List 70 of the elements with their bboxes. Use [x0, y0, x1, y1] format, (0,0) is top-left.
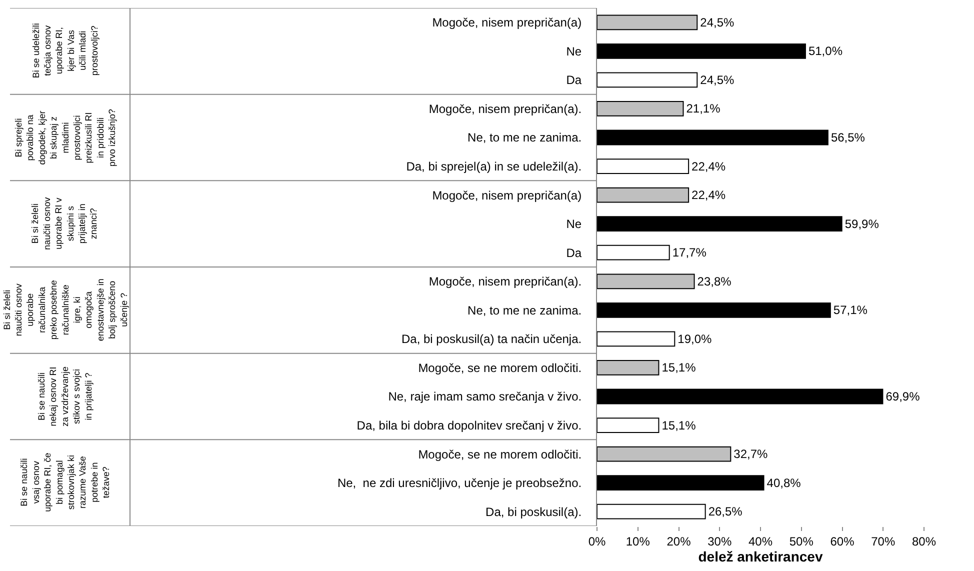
data-label: 24,5% — [700, 72, 734, 87]
text: Bi se naučili vsaj osnov uporabe RI, če bi pomagal strokovnjak ki razume Vaše potrebe in težave? — [19, 452, 112, 512]
text: Bi si želeli naučiti osnov uporabe računalnika preko posebne računalniške igre, ki omogoča enostavnejše in bolj sproščeno učenje ? — [2, 278, 129, 342]
bar — [597, 187, 690, 203]
text: Bi sprejeli povabilo na dogodek, kjer bi skupaj z mladimi prostovoljci preizkusili RI in pridobili prvo izkušnjo? — [14, 108, 118, 166]
y-tick-label: Da — [566, 73, 582, 88]
x-tick-label: 0% — [588, 534, 606, 548]
y-tick-label: Mogoče, se ne morem odločiti. — [418, 447, 582, 462]
bar — [597, 43, 806, 59]
y-tick-label: Ne, ne zdi uresničljivo, učenje je preobsežno. — [337, 476, 582, 490]
y-tick-label: Mogoče, nisem prepričan(a) — [432, 188, 582, 202]
bar — [597, 72, 698, 88]
x-tick-label: 80% — [912, 534, 936, 548]
bar — [597, 244, 670, 260]
y-tick-label: Ne — [566, 44, 582, 58]
y-tick-label: Ne — [566, 217, 582, 232]
x-tick-label: 70% — [871, 534, 896, 548]
bar — [597, 101, 684, 116]
bar — [597, 388, 884, 404]
y-tick-label: Da, bila bi dobra dopolnitev srečanj v živo. — [356, 418, 582, 432]
bar — [597, 446, 732, 462]
data-label: 22,4% — [692, 188, 726, 202]
bar — [597, 504, 706, 520]
data-label: 51,0% — [808, 44, 843, 58]
data-label: 19,0% — [678, 332, 712, 346]
data-label: 24,5% — [700, 15, 734, 30]
text: Bi si želeli naučiti osnov uporabe RI v skupini s prijatelji in znanci? — [30, 196, 99, 250]
bar — [597, 216, 842, 232]
x-tick-label: 30% — [708, 534, 732, 548]
text: Bi se naučili nekaj osnov RI za vzdrževanje stikov s svojci in prijatelji ? — [36, 366, 94, 426]
data-label: 32,7% — [734, 447, 768, 462]
data-label: 59,9% — [844, 216, 880, 231]
y-tick-label: Da, bi poskusil(a). — [486, 504, 582, 519]
x-tick-label: 10% — [626, 534, 650, 548]
y-tick-label: Da — [566, 246, 582, 260]
data-label: 57,1% — [833, 303, 868, 318]
x-tick-label: 40% — [748, 534, 773, 548]
y-tick-label: Mogoče, se ne morem odločiti. — [418, 360, 582, 375]
y-tick-label: Mogoče, nisem prepričan(a). — [428, 274, 582, 289]
bar — [597, 331, 676, 347]
data-label: 56,5% — [830, 130, 866, 144]
bar — [597, 158, 690, 174]
data-label: 26,5% — [708, 504, 743, 519]
data-label: 22,4% — [692, 159, 726, 174]
y-tick-label: Ne, to me ne zanima. — [468, 303, 582, 318]
bar — [597, 475, 764, 491]
data-label: 69,9% — [886, 390, 920, 404]
y-tick-label: Mogoče, nisem prepričan(a) — [432, 16, 582, 30]
y-tick-label: Mogoče, nisem prepričan(a). — [428, 102, 582, 116]
data-label: 15,1% — [662, 418, 696, 432]
x-tick-label: 60% — [830, 534, 855, 548]
bar — [597, 418, 660, 433]
data-label: 15,1% — [662, 360, 696, 375]
x-axis-title: delež anketirancev — [698, 548, 823, 564]
y-tick-label: Da, bi poskusil(a) ta način učenja. — [402, 332, 582, 346]
bar — [597, 302, 831, 318]
y-tick-label: Da, bi sprejel(a) in se udeležil(a). — [406, 159, 582, 174]
bar — [597, 360, 660, 376]
x-tick-label: 20% — [666, 534, 692, 548]
y-tick-label: Ne, raje imam samo srečanja v živo. — [388, 390, 582, 404]
y-tick-label: Ne, to me ne zanima. — [468, 130, 582, 145]
bar — [597, 14, 698, 30]
data-label: 23,8% — [697, 274, 732, 288]
x-tick-label: 50% — [789, 534, 814, 548]
data-label: 17,7% — [672, 246, 707, 260]
bar — [597, 130, 828, 146]
bar — [597, 274, 695, 290]
data-label: 40,8% — [766, 476, 802, 490]
data-label: 21,1% — [686, 102, 721, 116]
text: Bi se udeležili tečaja osnov uporabe RI, kjer bi Vas učili mladi prostovoljci? — [30, 23, 100, 78]
